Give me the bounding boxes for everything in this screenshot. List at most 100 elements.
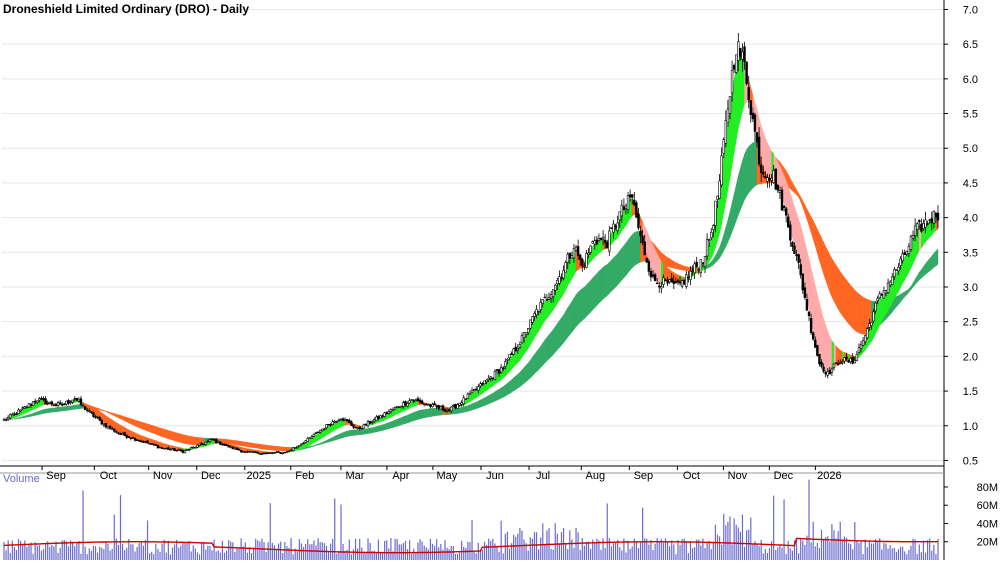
time-axis-label: Apr [392, 470, 409, 482]
candle-body [810, 318, 812, 332]
long-band-segment [39, 410, 41, 414]
long-band-segment [464, 406, 466, 412]
candle-body [315, 433, 317, 434]
candle-body [904, 253, 906, 255]
long-band-segment [356, 430, 358, 436]
long-band-segment [591, 278, 593, 312]
candle-body [82, 405, 84, 406]
candle-body [642, 236, 644, 243]
candle-body [895, 270, 897, 271]
candle-body [819, 354, 821, 364]
candle-body [336, 421, 338, 422]
candle-body [124, 433, 126, 436]
candle-body [72, 400, 74, 402]
candle-body [3, 420, 5, 421]
candle-body [654, 275, 656, 281]
long-band-segment [343, 432, 345, 438]
candle-body [586, 253, 588, 267]
candle-body [835, 362, 837, 363]
short-band-segment [826, 325, 828, 370]
candle-body [598, 238, 600, 240]
candle-body [51, 402, 53, 405]
candle-body [382, 416, 384, 417]
candle-body [521, 335, 523, 342]
long-band-segment [54, 408, 56, 412]
long-band-segment [430, 408, 432, 416]
candle-body [43, 398, 45, 399]
candle-body [669, 280, 671, 282]
candle-body [794, 246, 796, 254]
candle-body [180, 450, 182, 451]
candle-body [34, 401, 36, 402]
candle-body [787, 217, 789, 227]
long-band-segment [77, 405, 79, 410]
candle-body [498, 370, 500, 374]
short-band-segment [828, 331, 830, 372]
long-band-segment [620, 248, 622, 283]
candle-body [93, 413, 95, 416]
candle-body [706, 239, 708, 256]
long-band-segment [260, 444, 262, 449]
candle-body [577, 246, 579, 255]
long-band-segment [830, 255, 832, 297]
long-band-segment [495, 390, 497, 401]
long-band-segment [374, 427, 376, 433]
candle-body [57, 403, 59, 406]
candle-body [450, 407, 452, 411]
candle-body [53, 405, 55, 406]
long-band-segment [539, 346, 541, 370]
long-band-segment [48, 408, 50, 413]
candle-body [575, 247, 577, 250]
candle-body [604, 240, 606, 242]
long-band-segment [399, 418, 401, 426]
candle-body [11, 415, 13, 416]
long-band-segment [514, 376, 516, 391]
candle-body [856, 354, 858, 361]
candle-body [494, 371, 496, 379]
candle-body [90, 412, 92, 413]
candle-body [321, 429, 323, 431]
long-band-segment [256, 444, 258, 449]
candle-body [20, 410, 22, 411]
candle-body [201, 443, 203, 444]
long-band-segment [233, 440, 235, 445]
long-band-segment [121, 415, 123, 420]
price-tick-label: 4.5 [963, 178, 978, 190]
candle-body [427, 405, 429, 406]
short-band-segment [150, 439, 152, 444]
candle-body [68, 400, 70, 403]
candle-body [411, 400, 413, 401]
long-band-segment [56, 407, 58, 412]
long-band-segment [507, 382, 509, 395]
candle-body [373, 420, 375, 422]
candle-body [900, 259, 902, 266]
long-band-segment [622, 246, 624, 281]
candle-body [858, 348, 860, 353]
long-band-segment [347, 430, 349, 436]
candle-body [596, 240, 598, 244]
candle-body [687, 277, 689, 278]
long-band-segment [368, 428, 370, 434]
long-band-segment [489, 394, 491, 404]
candle-body [877, 298, 879, 300]
long-band-segment [277, 446, 279, 450]
candle-body [583, 266, 585, 267]
candle-body [677, 280, 679, 281]
candle-body [271, 453, 273, 454]
candle-body [97, 417, 99, 418]
long-band-segment [250, 443, 252, 448]
long-band-segment [141, 422, 143, 430]
long-band-segment [576, 292, 578, 327]
candle-body [371, 422, 373, 423]
long-band-segment [118, 415, 120, 419]
long-band-segment [335, 435, 337, 440]
long-band-segment [66, 406, 68, 410]
candle-body [184, 450, 186, 453]
long-band-segment [928, 258, 930, 272]
volume-tick-label: 80M [977, 482, 998, 494]
candle-body [929, 220, 931, 221]
candle-body [538, 311, 540, 312]
long-band-segment [345, 431, 347, 437]
candle-body [109, 426, 111, 428]
